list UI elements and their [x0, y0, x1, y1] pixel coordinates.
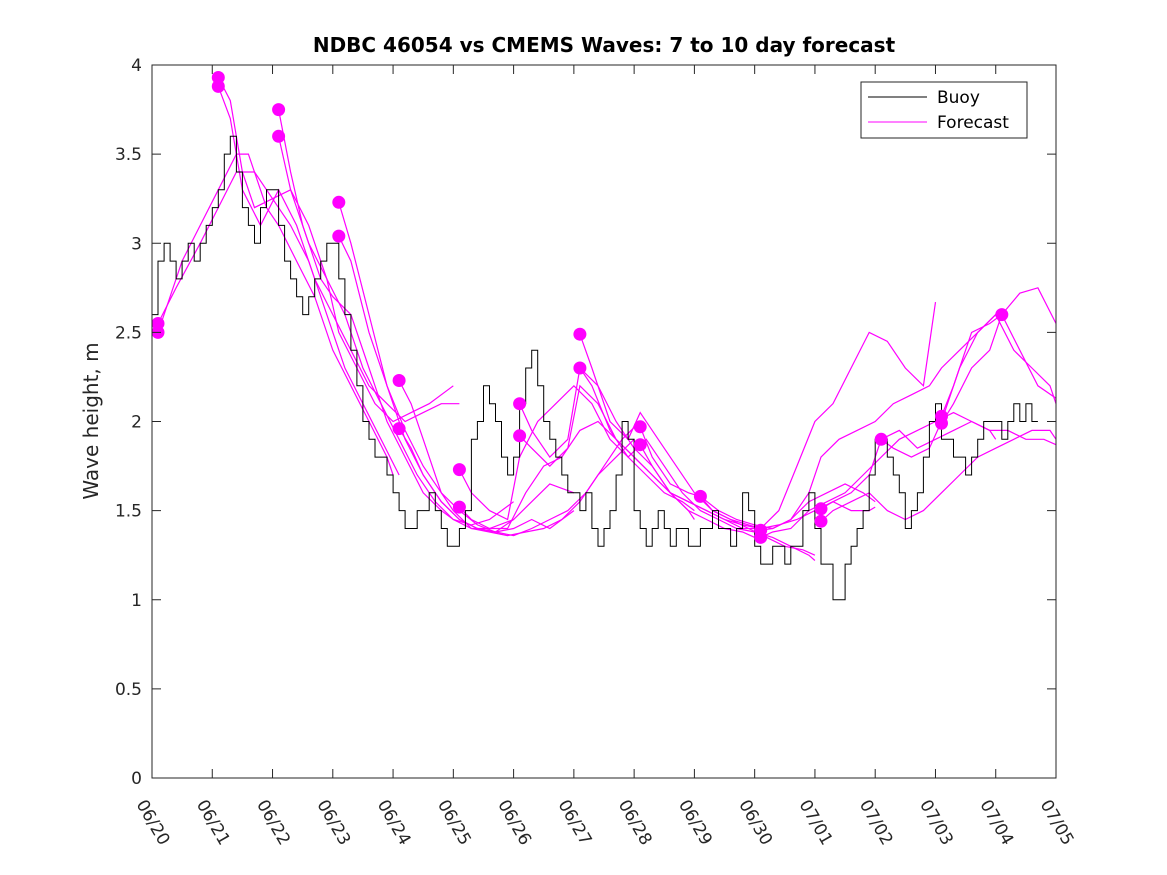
forecast-start-marker: [573, 327, 587, 341]
forecast-start-marker: [573, 361, 587, 375]
x-tick-label: 07/02: [855, 797, 897, 849]
chart-title: NDBC 46054 vs CMEMS Waves: 7 to 10 day f…: [313, 33, 896, 57]
forecast-start-marker: [151, 317, 165, 330]
y-tick-label: 2.5: [115, 323, 142, 343]
y-tick-label: 1: [131, 591, 142, 611]
forecast-line-1: [157, 171, 400, 476]
x-tick-label: 07/05: [1036, 797, 1078, 849]
forecast-start-marker: [211, 79, 225, 93]
forecast-line-14: [579, 333, 816, 556]
forecast-start-marker: [211, 71, 225, 84]
forecast-line-7: [338, 235, 575, 533]
forecast-start-marker: [332, 229, 346, 243]
forecast-line-19: [760, 314, 997, 531]
forecast-start-marker: [754, 530, 768, 544]
forecast-line-5: [278, 136, 514, 530]
forecast-start-marker: [874, 432, 888, 446]
forecast-line-9: [398, 421, 641, 537]
x-tick-label: 06/21: [192, 797, 234, 849]
legend-buoy-label: Buoy: [937, 88, 980, 108]
buoy-line: [152, 135, 1038, 601]
forecast-start-marker: [814, 502, 828, 516]
forecast-start-marker: [693, 489, 707, 503]
legend-forecast-label: Forecast: [937, 113, 1009, 133]
forecast-line-25: [940, 313, 1057, 424]
y-axis-label: Wave height, m: [79, 342, 103, 499]
forecast-start-marker: [513, 429, 527, 443]
x-tick-label: 06/25: [433, 797, 475, 849]
x-tick-label: 06/23: [312, 797, 354, 849]
forecast-start-marker: [452, 463, 466, 477]
forecast-line-23: [880, 313, 1057, 458]
forecast-start-marker: [272, 103, 286, 117]
x-tick-label: 06/20: [132, 797, 174, 849]
x-tick-label: 06/22: [252, 797, 294, 849]
x-tick-label: 06/24: [373, 797, 415, 849]
y-tick-label: 0.5: [115, 680, 142, 700]
forecast-line-20: [760, 411, 997, 538]
forecast-line-18: [699, 302, 937, 530]
x-tick-label: 06/26: [493, 797, 535, 849]
legend: Buoy Forecast: [860, 81, 1028, 139]
forecast-start-marker: [995, 308, 1009, 322]
y-tick-label: 1.5: [115, 502, 142, 522]
forecast-line-15: [579, 367, 816, 561]
forecast-line-24: [940, 287, 1057, 417]
forecast-start-marker: [332, 195, 346, 209]
x-tick-label: 06/30: [734, 797, 776, 849]
x-tick-label: 06/28: [614, 797, 656, 849]
y-tick-label: 0: [131, 769, 142, 789]
forecast-start-marker: [392, 422, 406, 436]
x-tick-label: 06/29: [674, 797, 716, 849]
x-tick-label: 07/03: [915, 797, 957, 849]
forecast-start-marker: [272, 129, 286, 143]
forecast-line-3: [217, 86, 460, 423]
y-tick-label: 4: [131, 56, 142, 76]
y-tick-label: 2: [131, 413, 142, 433]
y-axis: 0 0.5 1 1.5 2 2.5 3 3.5 4: [115, 56, 1056, 789]
forecast-start-marker: [633, 420, 647, 434]
y-tick-label: 3: [131, 234, 142, 254]
forecast-start-marker: [513, 397, 527, 411]
forecast-start-marker: [392, 374, 406, 387]
forecast-line-10: [458, 384, 695, 521]
forecast-start-marker: [452, 500, 466, 514]
x-tick-label: 07/04: [975, 797, 1017, 849]
plot-background: [152, 65, 1056, 778]
buoy-series: [152, 135, 1038, 601]
y-tick-label: 3.5: [115, 145, 142, 165]
forecast-start-marker: [935, 416, 948, 430]
forecast-start-marker: [633, 438, 647, 452]
x-tick-label: 07/01: [795, 797, 837, 849]
x-tick-label: 06/27: [554, 797, 596, 849]
forecast-line-22: [820, 429, 1057, 522]
legend-box: [860, 81, 1028, 139]
forecast-start-marker: [814, 514, 828, 528]
